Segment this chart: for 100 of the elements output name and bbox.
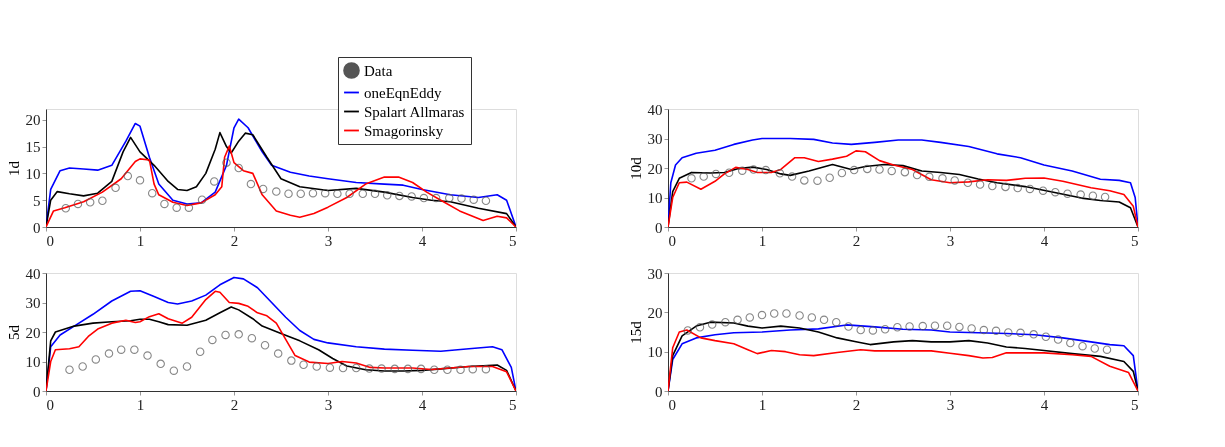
y-axis-title: 1d	[5, 160, 22, 176]
y-tick-label: 15	[25, 139, 41, 156]
x-tick-label: 3	[324, 396, 333, 413]
point	[967, 324, 976, 333]
point	[258, 184, 268, 194]
point	[849, 165, 859, 175]
x-tick-label: 3	[946, 396, 955, 413]
point	[184, 203, 194, 212]
point	[745, 313, 755, 322]
point	[320, 188, 330, 198]
point	[65, 365, 74, 375]
point	[272, 187, 281, 196]
point	[769, 309, 779, 318]
point	[260, 341, 270, 350]
point	[1088, 191, 1098, 200]
point	[1004, 328, 1013, 337]
point	[416, 364, 426, 374]
point	[299, 360, 308, 369]
point	[143, 351, 152, 360]
point	[800, 176, 809, 185]
y-tick-label: 5	[33, 192, 41, 209]
point	[761, 165, 771, 175]
point	[116, 345, 126, 354]
point	[273, 349, 283, 358]
legend-label: Spalart Allmaras	[364, 103, 465, 120]
point	[246, 179, 256, 189]
point	[782, 309, 791, 318]
x-tick-label: 2	[230, 396, 239, 413]
point	[469, 195, 478, 204]
point	[195, 347, 205, 357]
point	[312, 362, 321, 371]
point	[955, 322, 964, 332]
point	[481, 196, 491, 205]
x-tick-label: 2	[852, 396, 861, 413]
point	[856, 325, 865, 335]
legend-label: Data	[364, 62, 393, 79]
point	[147, 188, 157, 198]
x-tick-label: 1	[758, 396, 767, 413]
point	[210, 177, 219, 186]
point	[707, 320, 717, 329]
point	[1100, 192, 1110, 202]
point	[61, 203, 70, 213]
point	[893, 323, 902, 332]
point	[880, 325, 890, 334]
point	[123, 171, 133, 181]
point	[296, 189, 305, 198]
point	[938, 174, 947, 183]
y-axis-title: 10d	[627, 156, 644, 180]
y-axis-title: 5d	[5, 324, 22, 340]
point	[98, 196, 107, 205]
point	[345, 189, 354, 198]
y-tick-label: 10	[647, 190, 663, 206]
point	[813, 176, 822, 185]
point	[844, 322, 853, 331]
point	[749, 165, 758, 174]
point	[687, 174, 696, 183]
y-axis-title: 15d	[627, 320, 644, 344]
point	[991, 326, 1001, 336]
point	[699, 172, 708, 181]
point	[287, 356, 296, 365]
point	[234, 163, 243, 173]
point	[104, 349, 114, 358]
x-tick-label: 5	[509, 396, 517, 413]
point	[130, 345, 139, 354]
x-tick-label: 5	[1131, 232, 1139, 249]
point	[1066, 338, 1075, 348]
point	[172, 203, 181, 212]
y-tick-label: 10	[647, 344, 663, 361]
point	[445, 193, 454, 203]
point	[930, 321, 940, 330]
point	[825, 173, 834, 182]
point	[683, 326, 692, 335]
y-tick-label: 0	[655, 383, 663, 400]
point	[787, 172, 797, 181]
x-tick-label: 0	[46, 232, 54, 249]
x-tick-label: 4	[1040, 396, 1049, 413]
point	[457, 194, 466, 203]
point	[468, 364, 478, 374]
point	[912, 170, 922, 180]
y-tick-label: 40	[647, 101, 663, 118]
point	[390, 364, 399, 374]
y-tick-label: 30	[25, 295, 41, 311]
point	[160, 199, 169, 209]
point	[1078, 341, 1087, 351]
y-tick-label: 20	[25, 324, 41, 341]
x-tick-label: 0	[46, 396, 54, 413]
point	[807, 313, 817, 322]
point	[91, 355, 101, 364]
x-tick-label: 1	[136, 232, 145, 249]
point	[988, 181, 997, 191]
point	[358, 189, 368, 198]
point	[1001, 182, 1010, 192]
y-tick-label: 30	[647, 131, 663, 147]
point	[156, 359, 165, 369]
y-tick-label: 10	[25, 354, 41, 370]
point	[900, 167, 910, 177]
x-tick-label: 3	[324, 232, 333, 249]
point	[365, 364, 374, 373]
point	[407, 192, 416, 201]
point	[875, 165, 884, 174]
